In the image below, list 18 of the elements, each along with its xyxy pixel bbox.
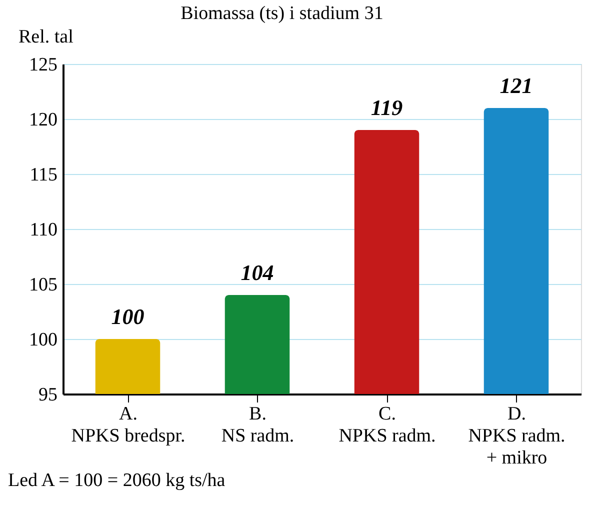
y-tick-label: 120 <box>29 110 58 130</box>
y-tick-label: 125 <box>29 54 58 76</box>
text: Led A = 100 = 2060 kg ts/ha <box>8 470 226 491</box>
data-label: 100 <box>111 304 144 329</box>
y-tick-label: 105 <box>29 274 58 296</box>
data-label: 104 <box>240 260 274 285</box>
chart-title: Biomassa (ts) i stadium 31 <box>180 3 384 24</box>
y-tick-label: 95 <box>38 384 58 406</box>
x-tick-label: C. NPKS radm. <box>338 404 436 446</box>
x-tick-label: B. NS radm. <box>221 404 294 446</box>
data-label: 119 <box>370 95 403 120</box>
y-axis-title: Rel. tal <box>18 26 74 48</box>
y-tick-label: 115 <box>30 164 58 186</box>
y-tick-label: 100 <box>29 330 58 350</box>
x-tick-label: A. NPKS bredspr. <box>71 404 186 446</box>
x-tick-label: D. NPKS radm. + mikro <box>468 404 566 468</box>
y-tick-label: 110 <box>30 220 58 240</box>
data-label: 121 <box>500 73 533 98</box>
